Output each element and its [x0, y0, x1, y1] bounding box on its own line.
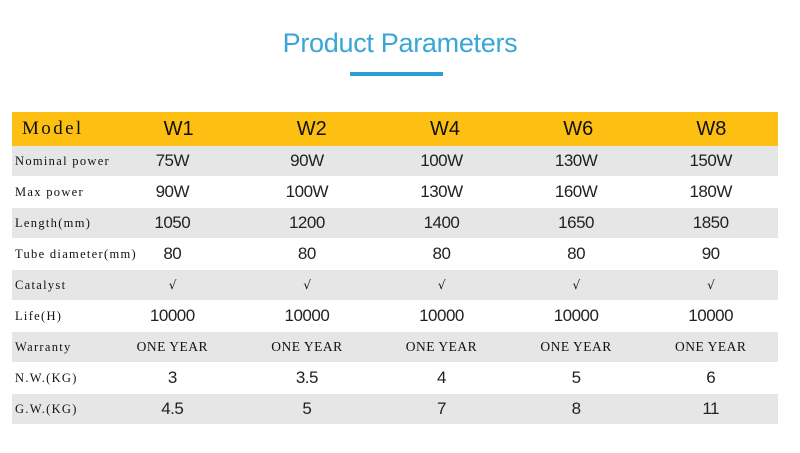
table-row: Warranty ONE YEAR ONE YEAR ONE YEAR ONE YEAR…	[12, 332, 778, 363]
header-model-w8: W8	[696, 117, 727, 140]
parameters-table: Model W1 W2 W4 W6 W8 Nominal power 75W 90W…	[12, 112, 778, 425]
table-cell: 100W	[420, 151, 463, 170]
row-value-cells: 90W 100W 130W 160W 180W	[105, 182, 778, 202]
table-cell: 100W	[285, 182, 329, 201]
table-cell: 4	[437, 368, 446, 387]
row-value-cells: √ √ √ √ √	[105, 278, 778, 292]
row-label: Max power	[15, 184, 84, 199]
header-model-w1: W1	[163, 117, 194, 140]
row-value-cells: 10000 10000 10000 10000 10000	[105, 306, 778, 326]
table-cell: 7	[437, 399, 446, 418]
row-value-cells: 1050 1200 1400 1650 1850	[105, 213, 778, 233]
table-row: Catalyst √ √ √ √ √	[12, 270, 778, 301]
row-value-cells: 4.5 5 7 8 11	[105, 399, 778, 419]
table-row: Tube diameter(mm) 80 80 80 80 90	[12, 239, 778, 270]
table-row: N.W.(KG) 3 3.5 4 5 6	[12, 363, 778, 394]
table-cell: 3.5	[295, 368, 319, 387]
table-cell: ONE YEAR	[674, 339, 747, 354]
table-cell: 75W	[155, 151, 190, 170]
row-value-cells: 80 80 80 80 90	[105, 244, 778, 264]
table-row: Max power 90W 100W 130W 160W 180W	[12, 177, 778, 208]
table-cell: 180W	[689, 182, 732, 201]
table-cell: 1050	[154, 213, 191, 232]
row-label: Length(mm)	[15, 215, 92, 230]
checkmark-icon: √	[303, 278, 311, 292]
table-cell: 1650	[558, 213, 594, 232]
table-body: Nominal power 75W 90W 100W 130W 150W Max power…	[12, 146, 778, 425]
row-label: Life(H)	[15, 308, 63, 323]
table-cell: 10000	[688, 306, 734, 325]
table-cell: ONE YEAR	[540, 339, 612, 354]
table-cell: 1850	[692, 213, 729, 232]
table-cell: ONE YEAR	[405, 339, 478, 354]
table-cell: 8	[571, 399, 581, 418]
page-title: Product Parameters	[282, 28, 518, 58]
table-cell: 150W	[689, 151, 732, 170]
title-underline	[350, 72, 443, 76]
table-cell: 160W	[554, 182, 598, 201]
table-cell: 90W	[155, 182, 190, 201]
table-cell: 80	[432, 244, 451, 263]
table-cell: 3	[167, 368, 177, 387]
table-cell: 80	[163, 244, 182, 263]
table-cell: 4.5	[161, 399, 184, 418]
table-cell: 6	[706, 368, 716, 387]
table-cell: 5	[571, 368, 581, 387]
table-cell: 11	[702, 399, 719, 418]
header-model-w6: W6	[563, 117, 594, 140]
table-cell: 80	[297, 244, 316, 263]
header-model-w2: W2	[296, 117, 327, 140]
header-label-model: Model	[22, 118, 84, 139]
table-cell: 90	[701, 244, 720, 263]
row-label: N.W.(KG)	[15, 370, 78, 385]
table-cell: 10000	[284, 306, 330, 325]
table-cell: 5	[302, 399, 312, 418]
row-label: Warranty	[15, 339, 72, 354]
table-cell: ONE YEAR	[136, 339, 208, 354]
table-cell: 1400	[423, 213, 460, 232]
table-cell: ONE YEAR	[271, 339, 343, 354]
row-label: G.W.(KG)	[15, 401, 78, 416]
header-model-w4: W4	[430, 117, 460, 140]
checkmark-icon: √	[168, 278, 177, 292]
table-cell: 90W	[290, 151, 324, 170]
table-row: Nominal power 75W 90W 100W 130W 150W	[12, 146, 778, 177]
table-cell: 10000	[149, 306, 195, 325]
table-cell: 10000	[553, 306, 599, 325]
table-row: Length(mm) 1050 1200 1400 1650 1850	[12, 208, 778, 239]
table-cell: 130W	[420, 182, 463, 201]
table-header-row: Model W1 W2 W4 W6 W8	[12, 112, 778, 146]
checkmark-icon: √	[572, 278, 581, 292]
header-model-cells: W1 W2 W4 W6 W8	[112, 118, 778, 141]
row-value-cells: ONE YEAR ONE YEAR ONE YEAR ONE YEAR ONE YEAR	[105, 339, 778, 355]
row-label: Catalyst	[15, 277, 67, 292]
table-row: G.W.(KG) 4.5 5 7 8 11	[12, 394, 778, 425]
row-label: Tube diameter(mm)	[15, 246, 137, 261]
table-cell: 130W	[554, 151, 598, 170]
checkmark-icon: √	[707, 278, 715, 292]
row-value-cells: 75W 90W 100W 130W 150W	[105, 151, 778, 171]
checkmark-icon: √	[437, 278, 446, 292]
row-value-cells: 3 3.5 4 5 6	[105, 368, 778, 388]
row-label: Nominal power	[15, 153, 111, 168]
table-row: Life(H) 10000 10000 10000 10000 10000	[12, 301, 778, 332]
table-cell: 1200	[288, 213, 325, 232]
table-cell: 80	[567, 244, 586, 263]
table-cell: 10000	[419, 306, 464, 325]
